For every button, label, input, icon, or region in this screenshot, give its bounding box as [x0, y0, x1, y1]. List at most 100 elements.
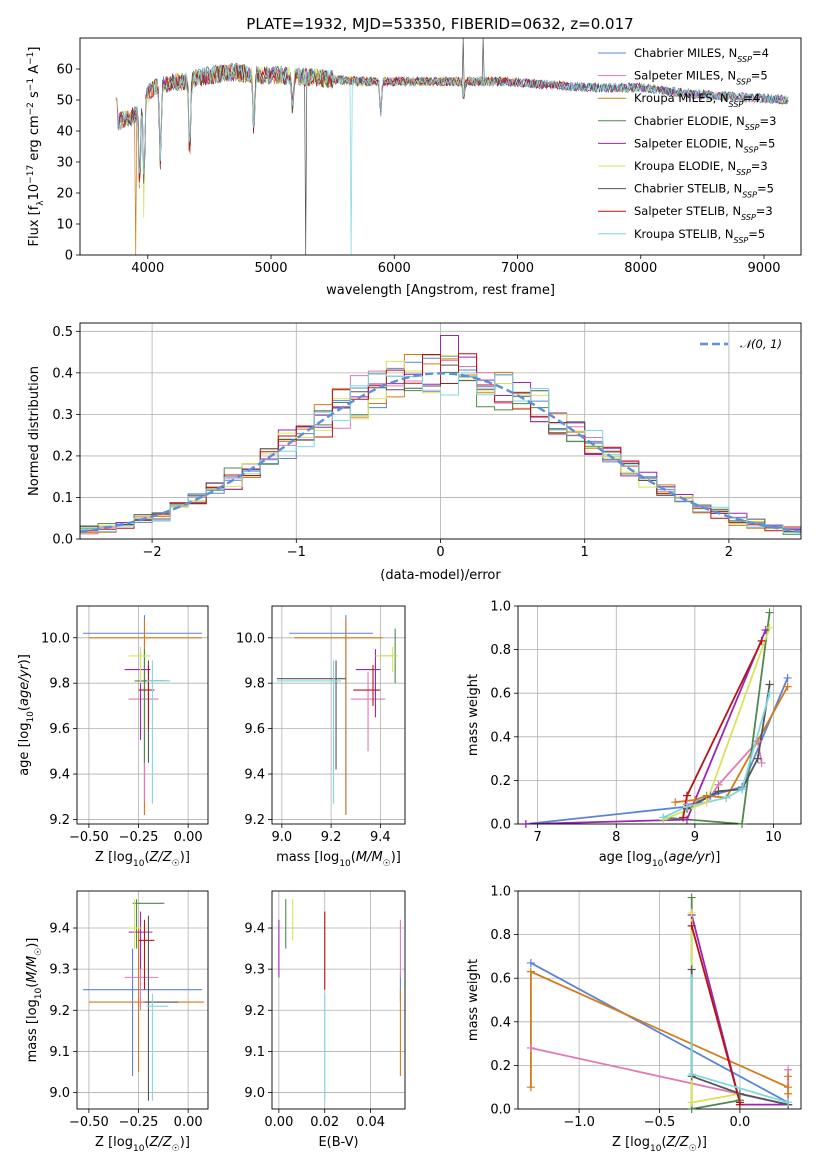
x-axis-label-part: Z/Z: [149, 850, 173, 865]
y-tick-label: 9.8: [244, 677, 265, 692]
axes-frame: [517, 605, 802, 825]
y-tick-label: 0.2: [490, 1059, 511, 1074]
x-axis-label-part: )]: [697, 1135, 707, 1150]
y-axis-label-part: ]: [27, 47, 42, 52]
plot-area: [80, 335, 801, 539]
plot-area: [276, 615, 398, 815]
legend-entry-suffix: =5: [748, 227, 765, 241]
x-axis-label: mass [log10(M/M☉)]: [276, 850, 401, 869]
y-axis-label-part: age/yr: [17, 663, 32, 706]
plus-marker: [687, 1098, 696, 1107]
x-axis-label: E(B-V): [318, 1135, 358, 1150]
y-tick-label: 0.8: [490, 643, 511, 658]
chart-1: −2 −1 0 1 2 0.0 0.1 0.2 0.3 0.4 0.5 (data-model)/er…: [27, 322, 802, 583]
axes-frame: [76, 890, 209, 1110]
y-axis-label-part: λ: [36, 200, 46, 206]
plus-marker: [765, 608, 774, 617]
x-axis-label-part: ☉: [172, 859, 180, 869]
y-tick-label: 9.6: [244, 722, 265, 737]
legend-entry: Kroupa ELODIE, NSSP=3: [634, 159, 768, 177]
legend-entry-sub: SSP: [729, 100, 744, 109]
x-tick-label: 9.0: [272, 830, 293, 845]
y-tick-label: 0.3: [52, 408, 73, 423]
x-tick-label: 0.00: [174, 1115, 203, 1130]
y-tick-label: 1.0: [490, 600, 511, 615]
x-tick-label: 4000: [131, 261, 164, 276]
mass-weight-line: [530, 962, 789, 1104]
x-tick-label: 9: [691, 830, 699, 845]
plus-marker: [690, 796, 699, 805]
x-tick-label: 8000: [624, 261, 657, 276]
spectrum-line: [117, 38, 789, 255]
legend-entry: Chabrier STELIB, NSSP=5: [634, 182, 774, 200]
chart-3: 9.0 9.2 9.4 9.2 9.4 9.6 9.8 10.0 mass [log10(M/M…: [236, 605, 406, 869]
legend-entry-suffix: =5: [751, 69, 768, 83]
x-tick-label: 2: [725, 545, 733, 560]
y-tick-label: 9.0: [49, 1086, 70, 1101]
y-axis-label-part: )]: [25, 938, 40, 948]
plus-marker: [722, 793, 731, 802]
y-tick-label: 9.4: [49, 922, 70, 937]
plus-marker: [683, 815, 692, 824]
x-tick-label: −1.0: [563, 1115, 595, 1130]
spectrum-line: [117, 63, 789, 255]
x-tick-label: 9.4: [370, 830, 391, 845]
x-tick-label: 6000: [378, 261, 411, 276]
plus-marker: [687, 893, 696, 902]
x-tick-label: −0.50: [69, 1115, 109, 1130]
plus-marker: [735, 1089, 744, 1098]
y-tick-label: 9.2: [49, 1004, 70, 1019]
legend-entry-sub: SSP: [736, 77, 751, 86]
y-tick-label: 0.1: [52, 491, 73, 506]
legend-entry-text: Kroupa MILES, N: [634, 91, 729, 105]
y-tick-label: 10.0: [236, 631, 265, 646]
legend-entry-text: Chabrier MILES, N: [634, 46, 737, 60]
y-tick-label: 0.4: [52, 366, 73, 381]
plus-marker: [687, 1070, 696, 1079]
y-axis-label-part: ☉: [34, 948, 44, 956]
y-tick-label: 9.8: [49, 677, 70, 692]
legend-entry-sub: SSP: [737, 55, 752, 64]
y-tick-label: 9.4: [244, 922, 265, 937]
y-tick-label: 9.0: [244, 1086, 265, 1101]
chart-6: 0.00 0.02 0.04 9.0 9.1 9.2 9.3 9.4: [244, 890, 406, 1130]
legend-entry-text: Kroupa STELIB, N: [634, 227, 734, 241]
x-axis-label-part: (: [661, 1135, 666, 1150]
legend-entry: Chabrier ELODIE, NSSP=3: [634, 114, 776, 132]
y-tick-label: 9.2: [244, 1004, 265, 1019]
plot-area: [278, 899, 401, 1101]
x-axis-label-part: ☉: [172, 1144, 180, 1154]
x-tick-label: −0.5: [644, 1115, 676, 1130]
plus-marker: [753, 754, 762, 763]
x-axis-label-part: )]: [710, 850, 720, 865]
legend-entry-sub: SSP: [745, 122, 760, 131]
y-tick-label: 9.4: [49, 768, 70, 783]
plus-marker: [765, 689, 774, 698]
x-tick-label: 0: [436, 545, 444, 560]
plus-marker: [687, 908, 696, 917]
x-axis-label-part: Z [log: [612, 1135, 650, 1150]
y-axis-label-part: 10: [27, 184, 42, 201]
y-axis-label-part: A: [27, 65, 42, 78]
legend-entry-sub: SSP: [734, 235, 749, 244]
y-tick-label: 0.6: [490, 687, 511, 702]
x-axis-label: Z [log10(Z/Z☉)]: [95, 850, 190, 869]
chart-2: −0.50 −0.25 0.009.29.49.69.810.0Z [log10(Z…: [17, 605, 209, 869]
axes-frame: [271, 890, 406, 1110]
y-tick-label: 9.3: [244, 963, 265, 978]
x-tick-label: 0.0: [730, 1115, 751, 1130]
legend-entry-text: Chabrier STELIB, N: [634, 182, 742, 196]
legend-entry-text: Salpeter STELIB, N: [634, 204, 741, 218]
plus-marker: [784, 1065, 793, 1074]
y-axis-label-part: mass [log: [25, 999, 40, 1062]
y-tick-label: 0.2: [52, 449, 73, 464]
y-axis-label-part: −1: [26, 78, 36, 91]
y-tick-label: 9.3: [49, 963, 70, 978]
plus-marker: [687, 974, 696, 983]
y-axis-label-part: )]: [17, 654, 32, 664]
legend-entry-sub: SSP: [742, 190, 757, 199]
x-axis-label-part: ☉: [689, 1144, 697, 1154]
y-tick-label: 0.4: [490, 730, 511, 745]
x-tick-label: −0.25: [119, 1115, 159, 1130]
